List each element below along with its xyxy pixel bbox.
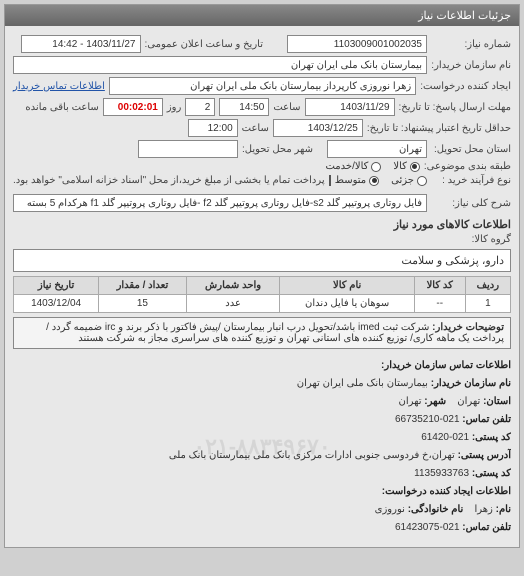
col-row: ردیف [465, 277, 510, 295]
table-header-row: ردیف کد کالا نام کالا واحد شمارش تعداد /… [14, 277, 511, 295]
goods-section-title: اطلاعات کالاهای مورد نیاز [13, 218, 511, 231]
deadline-date-field: 1403/11/29 [305, 98, 395, 116]
goods-table: ردیف کد کالا نام کالا واحد شمارش تعداد /… [13, 276, 511, 313]
creator-name-label: نام: [496, 504, 511, 515]
buyer-label: نام سازمان خریدار: [431, 60, 511, 71]
countdown-field: 00:02:01 [103, 98, 163, 116]
delivery-city-field [138, 140, 238, 158]
validity-date-field: 1403/12/25 [273, 119, 363, 137]
deadline-time-field: 14:50 [219, 98, 269, 116]
notes-label: توضیحات خریدار: [432, 322, 504, 333]
radio-icon [410, 162, 420, 172]
contact-postal: 021-61420 [421, 432, 469, 443]
delivery-city-label: شهر محل تحویل: [242, 144, 313, 155]
checkbox-icon[interactable] [329, 175, 331, 186]
contact-addr: تهران،خ فردوسی جنوبی ادارات مرکزی بانک م… [169, 450, 455, 461]
budget-opt-khadamat[interactable]: کالا/خدمت [325, 161, 381, 172]
cell-name: سوهان یا فایل دندان [280, 295, 414, 313]
contact-city: تهران [398, 396, 421, 407]
contact-postcode: 1135933763 [414, 468, 469, 479]
contact-section-title: اطلاعات تماس سازمان خریدار: [381, 360, 511, 371]
delivery-place-field: تهران [327, 140, 427, 158]
process-label: نوع فرآیند خرید : [431, 175, 511, 186]
budget-label: طبقه بندی موضوعی: [424, 161, 511, 172]
radio-icon [371, 162, 381, 172]
contact-province: تهران [457, 396, 480, 407]
process-mid-label: متوسط [335, 175, 366, 186]
contact-province-label: استان: [483, 396, 511, 407]
budget-khadamat-label: کالا/خدمت [325, 161, 368, 172]
cell-row: 1 [465, 295, 510, 313]
req-no-field: 1103009001002035 [287, 35, 427, 53]
contact-city-label: شهر: [424, 396, 446, 407]
details-panel: جزئیات اطلاعات نیاز شماره نیاز: 11030090… [4, 4, 520, 548]
radio-icon [417, 176, 427, 186]
contact-block: ۰۲۱-۸۸۳۴۹۶۷۰ اطلاعات تماس سازمان خریدار:… [13, 353, 511, 541]
buyer-notes-box: توضیحات خریدار: شرکت ثبت imed باشد/تحویل… [13, 317, 511, 349]
validity-time-field: 12:00 [188, 119, 238, 137]
radio-icon [369, 176, 379, 186]
col-name: نام کالا [280, 277, 414, 295]
contact-postal-label: کد پستی: [472, 432, 511, 443]
budget-radio-group: کالا کالا/خدمت [325, 161, 419, 172]
contact-phone-label: تلفن تماس: [462, 414, 511, 425]
days-left-field: 2 [185, 98, 215, 116]
process-opt-mid[interactable]: متوسط [335, 175, 379, 186]
budget-kala-label: کالا [393, 161, 407, 172]
desc-field: فایل روتاری پروتیپر گلد s2-فایل روتاری پ… [13, 194, 427, 212]
creator-family-label: نام خانوادگی: [408, 504, 464, 515]
deadline-label: مهلت ارسال پاسخ: تا تاریخ: [399, 102, 511, 113]
creator-phone: 021-61423075 [395, 522, 460, 533]
creator-field: زهرا نوروزی کارپرداز بیمارستان بانک ملی … [109, 77, 416, 95]
panel-body: شماره نیاز: 1103009001002035 تاریخ و ساع… [5, 26, 519, 547]
process-opt-low[interactable]: جزئی [391, 175, 427, 186]
time-label-2: ساعت [242, 123, 269, 134]
buyer-field: بیمارستان بانک ملی ایران تهران [13, 56, 427, 74]
panel-title: جزئیات اطلاعات نیاز [5, 5, 519, 26]
delivery-place-label: استان محل تحویل: [431, 144, 511, 155]
announce-label: تاریخ و ساعت اعلان عمومی: [145, 39, 264, 50]
creator-section-title: اطلاعات ایجاد کننده درخواست: [382, 486, 511, 497]
col-qty: تعداد / مقدار [99, 277, 187, 295]
contact-addr-label: آدرس پستی: [458, 450, 511, 461]
process-radio-group: جزئی متوسط [335, 175, 427, 186]
creator-phone-label: تلفن تماس: [462, 522, 511, 533]
creator-label: ایجاد کننده درخواست: [420, 81, 511, 92]
col-date: تاریخ نیاز [14, 277, 99, 295]
goods-group-label: گروه کالا: [431, 234, 511, 245]
days-left-label: روز [167, 102, 182, 113]
col-unit: واحد شمارش [186, 277, 280, 295]
contact-link[interactable]: اطلاعات تماس خریدار [13, 81, 105, 92]
col-code: کد کالا [414, 277, 465, 295]
table-row[interactable]: 1 -- سوهان یا فایل دندان عدد 15 1403/12/… [14, 295, 511, 313]
cell-unit: عدد [186, 295, 280, 313]
process-low-label: جزئی [391, 175, 414, 186]
remain-label: ساعت باقی مانده [25, 102, 98, 113]
creator-family: نوروزی [375, 504, 405, 515]
contact-org: بیمارستان بانک ملی ایران تهران [297, 378, 428, 389]
budget-opt-kala[interactable]: کالا [393, 161, 420, 172]
contact-phone: 021-66735210 [395, 414, 460, 425]
contact-postcode-label: کد پستی: [472, 468, 511, 479]
time-label-1: ساعت [273, 102, 300, 113]
cell-code: -- [414, 295, 465, 313]
process-note: پرداخت تمام یا بخشی از مبلغ خرید،از محل … [13, 175, 325, 186]
req-no-label: شماره نیاز: [431, 39, 511, 50]
creator-name: زهرا [474, 504, 492, 515]
cell-qty: 15 [99, 295, 187, 313]
announce-date-field: 1403/11/27 - 14:42 [21, 35, 141, 53]
contact-org-label: نام سازمان خریدار: [431, 378, 511, 389]
desc-label: شرح کلی نیاز: [431, 198, 511, 209]
goods-group-box: دارو، پزشکی و سلامت [13, 249, 511, 272]
validity-label: حداقل تاریخ اعتبار پیشنهاد: تا تاریخ: [367, 123, 511, 134]
cell-date: 1403/12/04 [14, 295, 99, 313]
